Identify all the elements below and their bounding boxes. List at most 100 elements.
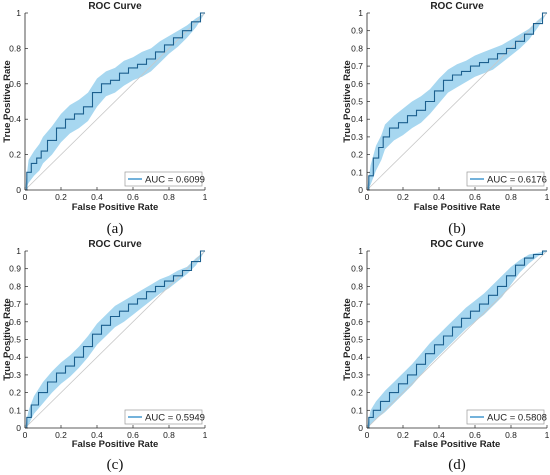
y-tick-label: 1 [16, 246, 21, 256]
x-tick-label: 0.6 [127, 430, 139, 440]
y-axis-label: True Positive Rate [342, 60, 353, 142]
y-tick-label: 1 [358, 246, 363, 256]
y-tick-label: 0.6 [9, 317, 21, 327]
chart-title: ROC Curve [88, 239, 142, 250]
y-tick-label: 0 [358, 423, 363, 433]
y-tick-label: 0.8 [9, 43, 21, 53]
y-axis-label: True Positive Rate [342, 298, 353, 380]
legend-box [124, 171, 203, 187]
roc-panel-3: 0 0.2 0.4 0.6 0.8 1 0 0.1 0.2 0.3 0.4 0.5 0.6 0.7 0.8 0… [2, 239, 208, 473]
x-tick-label: 0.8 [505, 192, 517, 202]
y-tick-label: 0.7 [9, 299, 21, 309]
y-tick-label: 0.1 [351, 405, 363, 415]
y-tick-label: 0.4 [9, 114, 21, 124]
chart-title: ROC Curve [430, 1, 484, 12]
panel-label: (c) [107, 457, 124, 473]
y-tick-label: 0.2 [9, 388, 21, 398]
x-tick-label: 0.8 [163, 430, 175, 440]
x-tick-label: 0.6 [127, 192, 139, 202]
y-tick-label: 0.9 [351, 26, 363, 36]
y-tick-label: 1 [16, 8, 21, 18]
x-tick-label: 0.2 [55, 192, 67, 202]
x-axis-label: False Positive Rate [72, 202, 159, 213]
y-tick-label: 0.8 [9, 281, 21, 291]
roc-line [367, 250, 547, 429]
y-tick-label: 0 [16, 423, 21, 433]
y-tick-label: 0.5 [351, 97, 363, 107]
chance-diagonal [366, 12, 548, 191]
x-tick-label: 0.4 [91, 192, 103, 202]
y-tick-label: 0.8 [351, 43, 363, 53]
legend-text: AUC = 0.5808 [487, 413, 547, 424]
x-axis-label: False Positive Rate [414, 439, 501, 450]
legend: AUC = 0.5949 [124, 409, 205, 425]
x-tick-label: 1 [203, 192, 208, 202]
chart-title: ROC Curve [430, 239, 484, 250]
y-tick-label: 0 [16, 185, 21, 195]
x-tick-label: 0.6 [469, 192, 481, 202]
y-tick-label: 0.6 [351, 317, 363, 327]
chance-diagonal [24, 250, 206, 429]
roc-line [25, 250, 205, 429]
y-tick-label: 0.4 [351, 114, 363, 124]
chance-diagonal [24, 12, 206, 191]
legend-box [466, 409, 545, 425]
roc-line [25, 12, 205, 191]
y-tick-label: 0.2 [351, 388, 363, 398]
y-tick-label: 0.6 [351, 79, 363, 89]
roc-panel-4: 0 0.2 0.4 0.6 0.8 1 0 0.1 0.2 0.3 0.4 0.5 0.6 0.7 0.8 0… [342, 239, 550, 473]
chance-diagonal [366, 250, 548, 429]
y-axis-label: True Positive Rate [2, 298, 13, 380]
x-axis-label: False Positive Rate [414, 202, 501, 213]
x-tick-label: 0.4 [433, 192, 445, 202]
x-tick-label: 0.2 [397, 192, 409, 202]
roc-panel-2: 0 0.2 0.4 0.6 0.8 1 0 0.1 0.2 0.3 0.4 0.5 0.6 0.7 0.8 0… [342, 1, 550, 237]
panel-label: (b) [448, 221, 466, 237]
y-tick-label: 0.1 [9, 405, 21, 415]
legend: AUC = 0.6099 [124, 171, 205, 187]
y-tick-label: 0.5 [351, 335, 363, 345]
y-tick-label: 0.2 [351, 150, 363, 160]
x-tick-label: 0.8 [505, 430, 517, 440]
x-tick-label: 0 [365, 192, 370, 202]
legend-text: AUC = 0.5949 [145, 413, 205, 424]
y-tick-label: 0.3 [351, 370, 363, 380]
y-tick-label: 0 [358, 185, 363, 195]
y-tick-label: 0.3 [351, 132, 363, 142]
y-tick-label: 0.6 [9, 79, 21, 89]
x-tick-label: 0.4 [433, 430, 445, 440]
x-tick-label: 0 [23, 192, 28, 202]
y-tick-label: 0.3 [9, 370, 21, 380]
legend-text: AUC = 0.6099 [145, 175, 205, 186]
x-tick-label: 0.8 [163, 192, 175, 202]
roc-panel-1: 0 0.2 0.4 0.6 0.8 1 0 0.2 0.4 0.6 0.8 1 ROC Curve Fal… [2, 1, 208, 237]
legend-box [124, 409, 203, 425]
x-tick-label: 1 [545, 430, 550, 440]
y-tick-label: 0.5 [9, 335, 21, 345]
chart-title: ROC Curve [88, 1, 142, 12]
y-tick-label: 0.7 [351, 299, 363, 309]
x-tick-label: 1 [545, 192, 550, 202]
y-tick-label: 0.4 [351, 352, 363, 362]
y-tick-label: 0.2 [9, 150, 21, 160]
y-tick-label: 1 [358, 8, 363, 18]
panel-label: (d) [448, 457, 466, 473]
legend: AUC = 0.6176 [466, 171, 547, 187]
y-tick-label: 0.7 [351, 61, 363, 71]
y-axis-label: True Positive Rate [2, 60, 13, 142]
x-tick-label: 0 [23, 430, 28, 440]
x-tick-label: 0.2 [55, 430, 67, 440]
y-tick-label: 0.1 [351, 167, 363, 177]
y-tick-label: 0.4 [9, 352, 21, 362]
y-tick-label: 0.9 [351, 264, 363, 274]
legend: AUC = 0.5808 [466, 409, 547, 425]
x-tick-label: 0.4 [91, 430, 103, 440]
x-tick-label: 0.2 [397, 430, 409, 440]
x-tick-label: 0 [365, 430, 370, 440]
x-tick-label: 1 [203, 430, 208, 440]
panel-label: (a) [107, 221, 124, 237]
y-tick-label: 0.8 [351, 281, 363, 291]
legend-box [466, 171, 545, 187]
x-axis-label: False Positive Rate [72, 439, 159, 450]
